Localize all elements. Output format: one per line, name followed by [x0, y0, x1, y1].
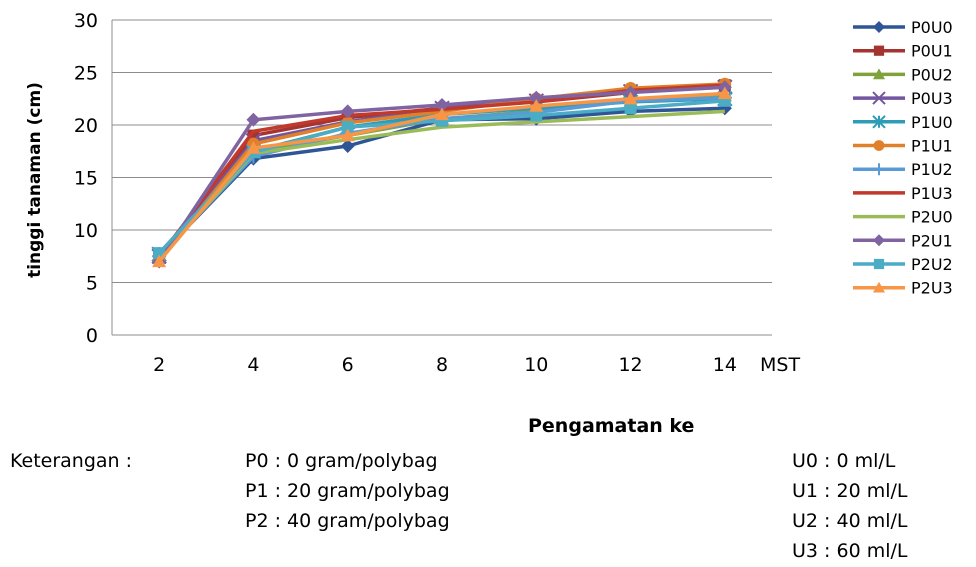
y-tick-label: 0	[86, 325, 98, 347]
y-tick-label: 5	[86, 273, 98, 295]
legend-item: P2U3	[853, 279, 953, 298]
data-point	[435, 107, 449, 121]
data-point	[717, 86, 732, 100]
data-point	[718, 94, 731, 107]
data-point	[623, 91, 638, 105]
legend-item: P0U3	[853, 89, 953, 108]
x-tick-label: 2	[153, 354, 165, 376]
legend-label: P1U3	[911, 184, 953, 203]
data-point	[435, 98, 449, 113]
data-point	[152, 254, 167, 268]
y-tick-labels: 0 5 10 15 20 25 30	[74, 10, 98, 347]
note-u0: U0 : 0 ml/L	[792, 450, 896, 472]
legend-label: P2U2	[911, 255, 953, 274]
data-point	[873, 163, 885, 176]
x-tick-label: 14	[713, 354, 737, 376]
note-u1: U1 : 20 ml/L	[792, 480, 908, 502]
legend-label: P0U0	[911, 18, 953, 37]
data-point	[530, 109, 543, 122]
legend: P0U0 P0U1 P0U2 P0U3 P1U0 P1U1 P1U2 P1U3 P2U0 P2U1…	[853, 18, 953, 298]
note-p1: P1 : 20 gram/polybag	[245, 480, 450, 502]
legend-item: P2U2	[853, 255, 953, 274]
legend-label: P2U3	[911, 279, 953, 298]
legend-label: P2U1	[911, 231, 953, 250]
legend-label: P2U0	[911, 208, 953, 227]
y-tick-label: 20	[74, 115, 98, 137]
note-p0: P0 : 0 gram/polybag	[245, 450, 438, 472]
data-point	[873, 140, 885, 151]
data-point	[153, 247, 166, 260]
data-point	[529, 99, 544, 112]
data-point	[246, 141, 261, 154]
legend-label: P1U1	[911, 137, 953, 156]
legend-label: P1U2	[911, 160, 953, 179]
x-tick-label: 4	[247, 354, 259, 376]
legend-label: P0U2	[911, 65, 953, 84]
series-lines	[151, 77, 733, 269]
data-point	[340, 104, 355, 119]
legend-item: P2U1	[853, 231, 953, 250]
data-point	[436, 114, 448, 127]
legend-item: P1U2	[853, 160, 953, 179]
legend-label: P0U1	[911, 42, 953, 61]
legend-item: P0U2	[853, 65, 953, 84]
data-point	[873, 21, 885, 33]
gridlines	[111, 19, 772, 336]
legend-label: P0U3	[911, 89, 953, 108]
legend-item: P0U1	[853, 42, 953, 61]
y-tick-label: 15	[74, 168, 98, 190]
legend-item: P1U3	[853, 184, 953, 203]
y-tick-label: 25	[74, 63, 98, 85]
data-point	[873, 234, 885, 247]
legend-note-label: Keterangan :	[10, 450, 133, 472]
x-unit-label: MST	[760, 354, 800, 376]
x-tick-label: 6	[342, 354, 354, 376]
legend-item: P1U1	[853, 137, 953, 156]
data-point	[340, 128, 355, 142]
data-point	[873, 45, 885, 56]
series-line	[157, 106, 725, 258]
x-tick-label: 10	[524, 354, 548, 376]
y-tick-label: 10	[74, 220, 98, 242]
data-point	[340, 139, 355, 153]
note-u3: U3 : 60 ml/L	[792, 540, 908, 562]
y-tick-label: 30	[74, 10, 98, 32]
x-tick-label: 8	[436, 354, 448, 376]
legend-item: P1U0	[853, 113, 953, 132]
data-point	[872, 115, 886, 129]
data-point	[246, 112, 261, 127]
data-point	[247, 129, 260, 142]
note-p2: P2 : 40 gram/polybag	[245, 510, 450, 532]
data-point	[341, 121, 354, 134]
data-point	[624, 102, 637, 115]
data-point	[873, 68, 885, 80]
data-point	[873, 258, 885, 270]
x-tick-label: 12	[618, 354, 642, 376]
note-u2: U2 : 40 ml/L	[792, 510, 908, 532]
data-point	[529, 90, 544, 105]
data-point	[873, 281, 885, 293]
legend-label: P1U0	[911, 113, 953, 132]
y-axis-label: tinggi tanaman (cm)	[25, 82, 45, 278]
x-axis-title: Pengamatan ke	[528, 415, 695, 437]
x-tick-labels: 2 4 6 8 10 12 14	[153, 354, 737, 376]
series-p2u3	[152, 86, 732, 268]
legend-item: P0U0	[853, 18, 953, 37]
data-point	[872, 91, 886, 105]
line-chart: 0 5 10 15 20 25 30 2 4 6 8 10 12 14 P0U0 P0U1 P0U2 P0U3…	[25, 10, 953, 376]
legend-item: P2U0	[853, 208, 953, 227]
